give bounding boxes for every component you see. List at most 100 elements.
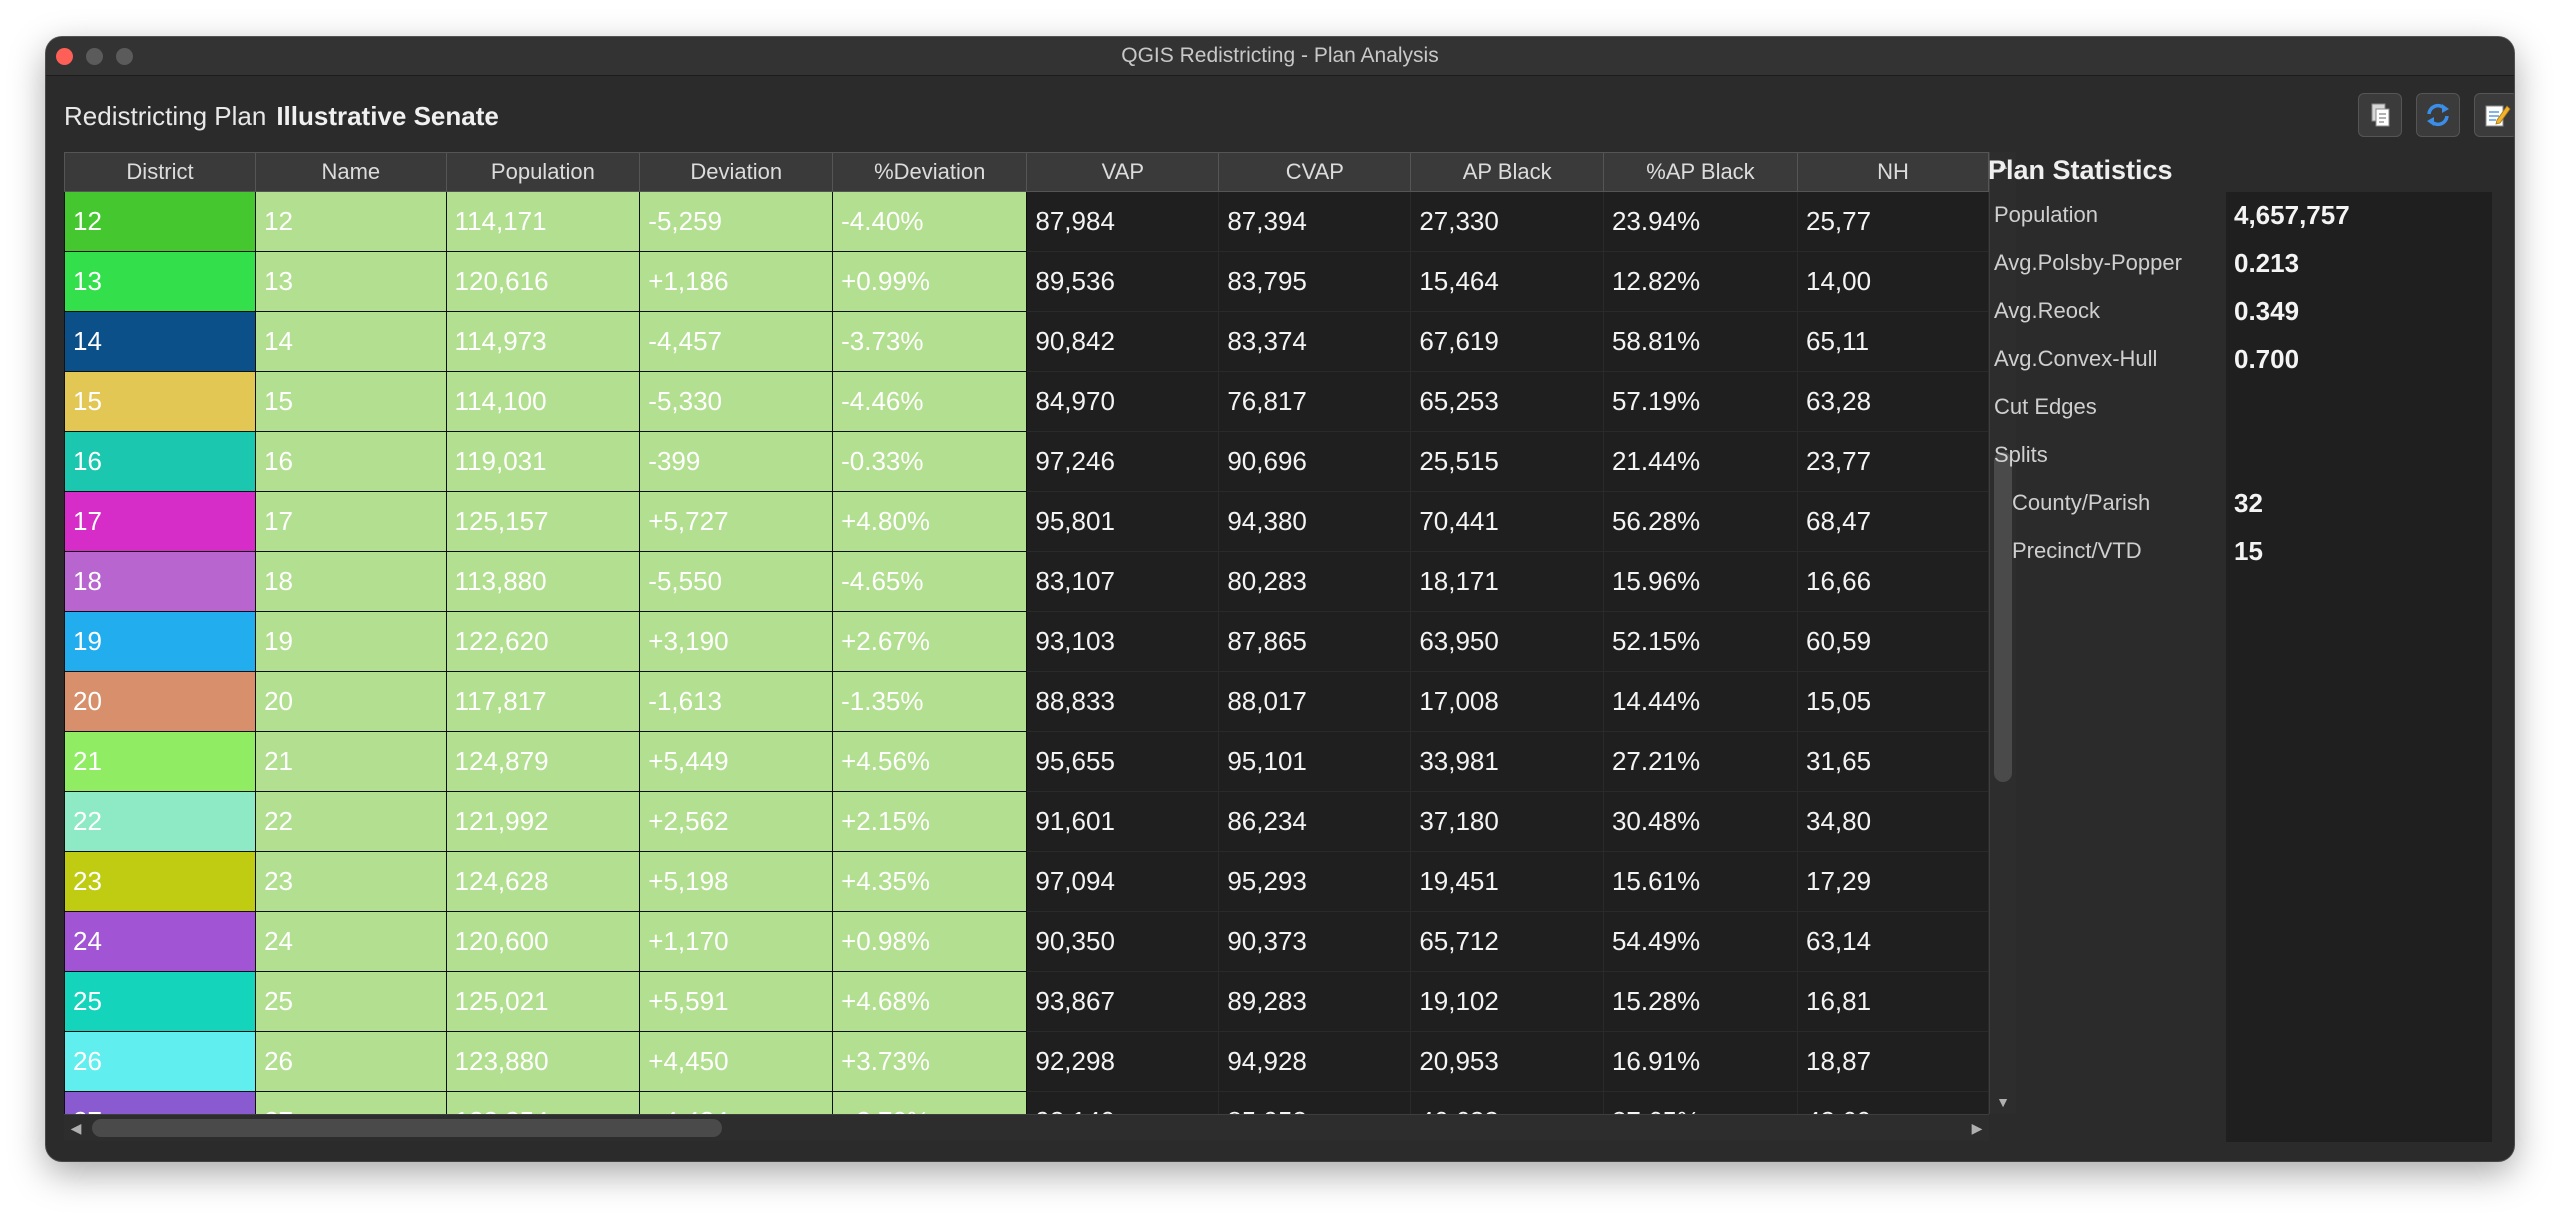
nh-cell[interactable]: 63,28 <box>1797 371 1989 432</box>
nh-cell[interactable]: 43,60 <box>1797 1091 1989 1114</box>
table-row[interactable]: 21 21 124,879 +5,449 +4.56% 95,655 95,101 33,98… <box>64 731 1989 792</box>
cvap-cell[interactable]: 95,101 <box>1218 731 1412 792</box>
column-header-cvap[interactable]: CVAP <box>1218 152 1412 192</box>
name-cell[interactable]: 15 <box>255 371 447 432</box>
ap-black-cell[interactable]: 17,008 <box>1410 671 1604 732</box>
name-cell[interactable]: 26 <box>255 1031 447 1092</box>
deviation-cell[interactable]: +3,190 <box>639 611 834 672</box>
name-cell[interactable]: 27 <box>255 1091 447 1114</box>
ap-black-cell[interactable]: 18,171 <box>1410 551 1604 612</box>
population-cell[interactable]: 121,992 <box>445 791 641 852</box>
title-bar[interactable]: QGIS Redistricting - Plan Analysis <box>46 37 2514 76</box>
population-cell[interactable]: 123,254 <box>445 1091 641 1114</box>
cvap-cell[interactable]: 86,234 <box>1218 791 1412 852</box>
table-row[interactable]: 18 18 113,880 -5,550 -4.65% 83,107 80,283 18,17… <box>64 551 1989 612</box>
cvap-cell[interactable]: 87,865 <box>1218 611 1412 672</box>
deviation-cell[interactable]: +4,424 <box>639 1091 834 1114</box>
pct-deviation-cell[interactable]: -4.65% <box>832 551 1028 612</box>
horizontal-scroll-thumb[interactable] <box>92 1119 722 1137</box>
pct-ap-black-cell[interactable]: 27.21% <box>1602 731 1799 792</box>
column-header-population[interactable]: Population <box>445 152 641 192</box>
ap-black-cell[interactable]: 63,950 <box>1410 611 1604 672</box>
district-cell[interactable]: 13 <box>64 251 257 312</box>
vap-cell[interactable]: 95,801 <box>1026 491 1220 552</box>
pct-deviation-cell[interactable]: +3.70% <box>832 1091 1028 1114</box>
table-row[interactable]: 15 15 114,100 -5,330 -4.46% 84,970 76,817 65,25… <box>64 371 1989 432</box>
table-row[interactable]: 13 13 120,616 +1,186 +0.99% 89,536 83,795 15,46… <box>64 251 1989 312</box>
deviation-cell[interactable]: -4,457 <box>639 311 834 372</box>
table-row[interactable]: 23 23 124,628 +5,198 +4.35% 97,094 95,293 19,45… <box>64 851 1989 912</box>
column-header-district[interactable]: District <box>64 152 257 192</box>
cvap-cell[interactable]: 90,373 <box>1218 911 1412 972</box>
refresh-button[interactable] <box>2416 93 2460 137</box>
vap-cell[interactable]: 97,246 <box>1026 431 1220 492</box>
table-row[interactable]: 14 14 114,973 -4,457 -3.73% 90,842 83,374 67,61… <box>64 311 1989 372</box>
deviation-cell[interactable]: +5,727 <box>639 491 834 552</box>
ap-black-cell[interactable]: 25,515 <box>1410 431 1604 492</box>
vap-cell[interactable]: 88,833 <box>1026 671 1220 732</box>
pct-ap-black-cell[interactable]: 23.94% <box>1602 191 1799 252</box>
nh-cell[interactable]: 23,77 <box>1797 431 1989 492</box>
cvap-cell[interactable]: 94,380 <box>1218 491 1412 552</box>
column-header-pct-ap-black[interactable]: %AP Black <box>1602 152 1799 192</box>
vap-cell[interactable]: 97,094 <box>1026 851 1220 912</box>
nh-cell[interactable]: 16,66 <box>1797 551 1989 612</box>
vap-cell[interactable]: 93,140 <box>1026 1091 1220 1114</box>
cvap-cell[interactable]: 83,374 <box>1218 311 1412 372</box>
pct-ap-black-cell[interactable]: 37.65% <box>1602 1091 1799 1114</box>
ap-black-cell[interactable]: 65,253 <box>1410 371 1604 432</box>
table-row[interactable]: 25 25 125,021 +5,591 +4.68% 93,867 89,283 19,10… <box>64 971 1989 1032</box>
nh-cell[interactable]: 63,14 <box>1797 911 1989 972</box>
maximize-window-button[interactable] <box>116 48 133 65</box>
vap-cell[interactable]: 90,842 <box>1026 311 1220 372</box>
column-header-vap[interactable]: VAP <box>1026 152 1220 192</box>
table-row[interactable]: 16 16 119,031 -399 -0.33% 97,246 90,696 25,515 2… <box>64 431 1989 492</box>
nh-cell[interactable]: 18,87 <box>1797 1031 1989 1092</box>
district-cell[interactable]: 14 <box>64 311 257 372</box>
population-cell[interactable]: 120,616 <box>445 251 641 312</box>
vap-cell[interactable]: 89,536 <box>1026 251 1220 312</box>
vap-cell[interactable]: 91,601 <box>1026 791 1220 852</box>
cvap-cell[interactable]: 95,293 <box>1218 851 1412 912</box>
table-row[interactable]: 12 12 114,171 -5,259 -4.40% 87,984 87,394 27,33… <box>64 191 1989 252</box>
scroll-left-arrow-icon[interactable]: ◀ <box>70 1120 82 1136</box>
ap-black-cell[interactable]: 37,180 <box>1410 791 1604 852</box>
column-header-ap-black[interactable]: AP Black <box>1410 152 1604 192</box>
cvap-cell[interactable]: 83,795 <box>1218 251 1412 312</box>
pct-ap-black-cell[interactable]: 12.82% <box>1602 251 1799 312</box>
deviation-cell[interactable]: -5,259 <box>639 191 834 252</box>
name-cell[interactable]: 23 <box>255 851 447 912</box>
district-cell[interactable]: 15 <box>64 371 257 432</box>
deviation-cell[interactable]: +4,450 <box>639 1031 834 1092</box>
population-cell[interactable]: 123,880 <box>445 1031 641 1092</box>
vap-cell[interactable]: 93,867 <box>1026 971 1220 1032</box>
ap-black-cell[interactable]: 15,464 <box>1410 251 1604 312</box>
nh-cell[interactable]: 14,00 <box>1797 251 1989 312</box>
pct-ap-black-cell[interactable]: 15.28% <box>1602 971 1799 1032</box>
ap-black-cell[interactable]: 70,441 <box>1410 491 1604 552</box>
population-cell[interactable]: 124,879 <box>445 731 641 792</box>
pct-deviation-cell[interactable]: -0.33% <box>832 431 1028 492</box>
deviation-cell[interactable]: +1,186 <box>639 251 834 312</box>
nh-cell[interactable]: 15,05 <box>1797 671 1989 732</box>
column-header-deviation[interactable]: Deviation <box>639 152 834 192</box>
district-cell[interactable]: 23 <box>64 851 257 912</box>
pct-deviation-cell[interactable]: +4.35% <box>832 851 1028 912</box>
nh-cell[interactable]: 16,81 <box>1797 971 1989 1032</box>
ap-black-cell[interactable]: 46,633 <box>1410 1091 1604 1114</box>
pct-ap-black-cell[interactable]: 16.91% <box>1602 1031 1799 1092</box>
district-cell[interactable]: 18 <box>64 551 257 612</box>
table-row[interactable]: 20 20 117,817 -1,613 -1.35% 88,833 88,017 17,00… <box>64 671 1989 732</box>
pct-deviation-cell[interactable]: +2.67% <box>832 611 1028 672</box>
table-row[interactable]: 19 19 122,620 +3,190 +2.67% 93,103 87,865 63,95… <box>64 611 1989 672</box>
name-cell[interactable]: 18 <box>255 551 447 612</box>
deviation-cell[interactable]: -399 <box>639 431 834 492</box>
population-cell[interactable]: 114,171 <box>445 191 641 252</box>
name-cell[interactable]: 13 <box>255 251 447 312</box>
pct-ap-black-cell[interactable]: 57.19% <box>1602 371 1799 432</box>
nh-cell[interactable]: 34,80 <box>1797 791 1989 852</box>
pct-ap-black-cell[interactable]: 21.44% <box>1602 431 1799 492</box>
name-cell[interactable]: 19 <box>255 611 447 672</box>
name-cell[interactable]: 22 <box>255 791 447 852</box>
pct-ap-black-cell[interactable]: 58.81% <box>1602 311 1799 372</box>
